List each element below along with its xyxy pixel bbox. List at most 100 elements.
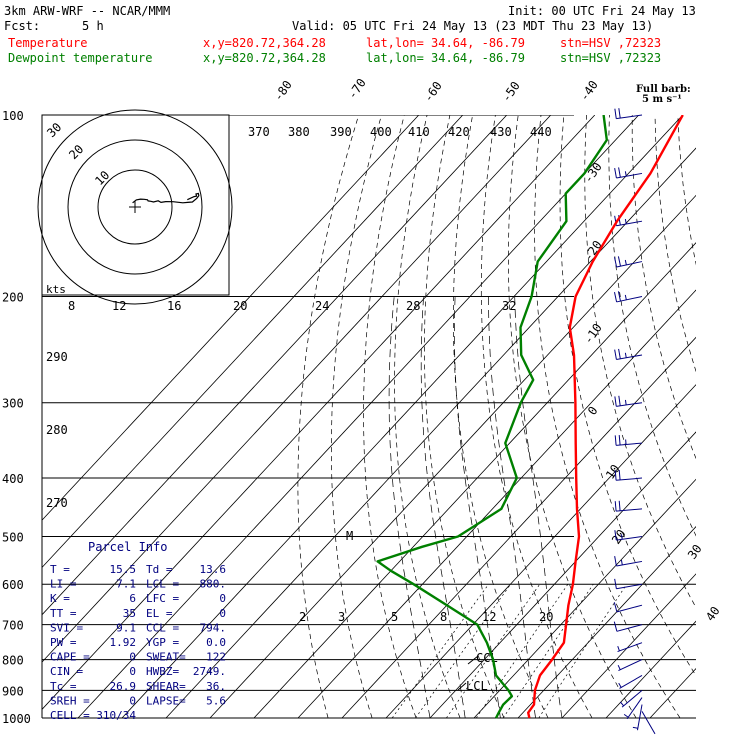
isotherm-label: 0 <box>585 404 601 418</box>
mixing-ratio-line <box>446 583 541 719</box>
wind-barb-flag <box>614 168 617 179</box>
parcel-field-value: 6 <box>129 592 136 605</box>
isotherm <box>42 115 552 663</box>
wind-barb <box>617 642 643 653</box>
forecast-label: Fcst: <box>4 19 41 33</box>
parcel-field-value: 26.9 <box>110 680 137 693</box>
init-time: Init: 00 UTC Fri 24 May 13 <box>508 4 696 18</box>
wind-barb-staff <box>616 354 643 360</box>
dry-adiabat <box>424 115 505 719</box>
wind-barb-flag <box>617 256 621 267</box>
dry-adiabat <box>480 115 593 719</box>
hodograph-ring <box>67 139 203 275</box>
moist-adiabat <box>454 296 501 719</box>
pressure-label: 1000 <box>2 712 31 726</box>
theta-label: 430 <box>490 125 512 139</box>
wind-barb-flag <box>614 530 617 541</box>
legend-dewpoint-coords: x,y=820.72,364.28 <box>203 51 326 65</box>
wind-barb-half-flag <box>623 713 629 718</box>
parcel-field-label: LFC = <box>146 592 179 605</box>
dry-adiabat <box>559 115 696 677</box>
mixing-ratio-label: 8 <box>440 610 447 624</box>
wind-barb-flag <box>617 291 621 302</box>
wind-barb <box>623 697 643 720</box>
parcel-field-value: 13.6 <box>200 563 227 576</box>
barb-legend-title: Full barb: <box>636 84 691 95</box>
theta-label: 370 <box>248 125 270 139</box>
hodograph-units: kts <box>46 283 66 296</box>
parcel-field-value: 7.1 <box>116 578 136 591</box>
dewpoint-profile <box>376 115 608 719</box>
isotherm <box>517 526 696 719</box>
parcel-field-value: 0.0 <box>206 636 226 649</box>
wind-barb-half-flag <box>617 664 621 670</box>
mixing-ratio-label: 28 <box>406 299 420 313</box>
isotherm-label: -40 <box>577 78 601 104</box>
parcel-field-label: CCL = <box>146 621 179 634</box>
wind-barb <box>618 675 643 689</box>
parcel-field-value: 5.6 <box>206 694 226 707</box>
legend-dewpoint-latlon: lat,lon= 34.64, -86.79 <box>366 51 525 65</box>
wind-barb-flag <box>618 469 621 481</box>
parcel-field-value: 122 <box>206 651 226 664</box>
dry-adiabat <box>584 115 696 609</box>
wind-barb-half-flag <box>617 646 620 652</box>
legend-dewpoint-station: stn=HSV ,72323 <box>560 51 662 65</box>
lcl-tick <box>457 682 467 691</box>
isotherm-label: 10 <box>603 462 623 482</box>
theta-label: 280 <box>46 423 68 437</box>
wind-barb-flag <box>614 501 617 512</box>
wind-barb <box>620 690 643 708</box>
wind-barb-staff <box>616 624 643 632</box>
wind-barb-staff <box>641 711 656 735</box>
wind-barb <box>614 556 643 567</box>
isotherm-label: -80 <box>271 78 295 104</box>
moist-adiabat <box>420 296 466 719</box>
valid-time: Valid: 05 UTC Fri 24 May 13 (23 MDT Thu … <box>292 19 654 33</box>
dry-adiabat <box>394 115 461 719</box>
parcel-field-label: LCL = <box>146 578 179 591</box>
parcel-field-label: HWBZ= <box>146 665 179 678</box>
dry-adiabat <box>331 115 382 719</box>
wind-barb-flag <box>614 578 617 589</box>
parcel-field-label: T = <box>50 563 70 576</box>
wind-barb-flag <box>618 348 621 359</box>
hodograph-trace <box>132 192 200 204</box>
legend-temperature-coords: x,y=820.72,364.28 <box>203 36 326 50</box>
wind-barb <box>614 108 643 120</box>
wind-barb <box>614 530 643 541</box>
wind-barb-half-flag <box>624 218 627 225</box>
wind-barb-flag <box>618 108 621 119</box>
wind-barb-flag <box>618 167 621 178</box>
pressure-label: 500 <box>2 530 24 544</box>
wind-barb-half-flag <box>624 171 627 177</box>
wind-barb-staff <box>616 604 643 613</box>
theta-label: 380 <box>288 125 310 139</box>
hodograph-ring <box>97 169 173 245</box>
wind-barb-flag <box>614 396 617 407</box>
mixing-ratio-line <box>476 584 569 719</box>
wind-barb-half-flag <box>624 352 627 358</box>
isotherm <box>341 336 696 719</box>
wind-barb-flag <box>614 108 617 119</box>
legend-temperature-name: Temperature <box>8 36 88 50</box>
parcel-field-label: Td = <box>146 563 173 576</box>
wind-barb <box>614 395 643 407</box>
isotherm-label: -10 <box>581 321 605 347</box>
moist-adiabat <box>388 296 431 719</box>
wind-barb-flag <box>618 500 621 511</box>
hodograph-ring <box>37 109 233 305</box>
wind-barb <box>614 500 643 512</box>
level-marker: M <box>346 529 353 543</box>
legend-temperature-station: stn=HSV ,72323 <box>560 36 662 50</box>
parcel-field-label: LI = <box>50 578 77 591</box>
wind-barb-flag <box>613 621 618 632</box>
parcel-field-value: 35 <box>123 607 136 620</box>
wind-barb-flag <box>614 556 617 567</box>
parcel-field-label: LAPSE= <box>146 694 186 707</box>
pressure-label: 400 <box>2 472 24 486</box>
lcl-label: LCL <box>466 679 488 693</box>
wind-barb <box>617 659 643 672</box>
wind-barb-staff <box>636 704 643 731</box>
mixing-ratio-label: 20 <box>539 610 553 624</box>
